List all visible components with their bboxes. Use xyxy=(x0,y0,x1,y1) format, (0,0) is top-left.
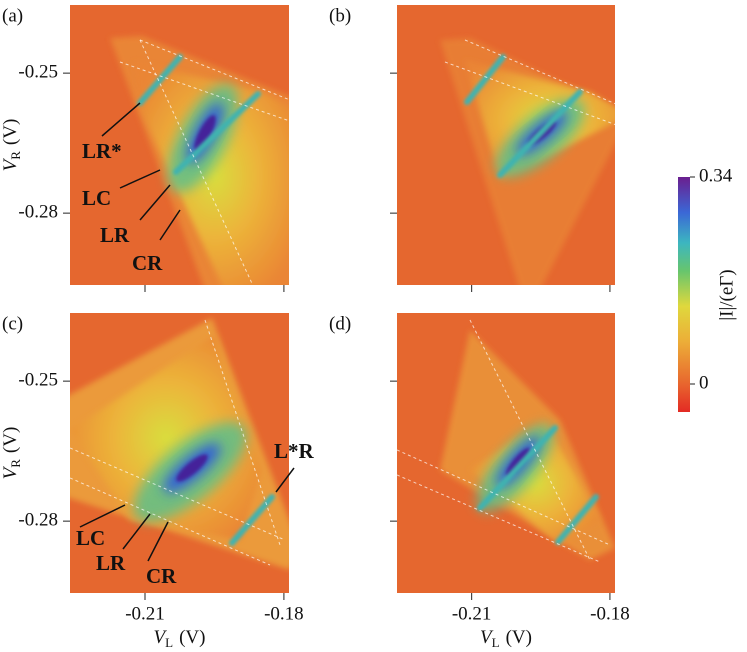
axis-unit: (V) xyxy=(506,627,532,648)
heatmap xyxy=(397,5,615,285)
axis-unit: (V) xyxy=(0,119,21,145)
annotation-leader xyxy=(139,184,171,221)
heatmap xyxy=(397,313,615,593)
x-tick-label: -0.21 xyxy=(452,603,492,624)
x-tick-label: -0.18 xyxy=(590,603,630,624)
y-axis-label: VR (V) xyxy=(0,119,23,172)
colorbar xyxy=(678,177,690,412)
axis-sub: L xyxy=(165,635,173,650)
axis-sub: L xyxy=(492,635,500,650)
x-tick-label: -0.18 xyxy=(264,603,304,624)
y-axis-label: VR (V) xyxy=(0,427,23,480)
colorbar-tick-label: 0.34 xyxy=(699,165,733,186)
annotation-leader xyxy=(275,467,295,493)
annotation: L*R xyxy=(274,439,315,463)
y-tick-label: -0.25 xyxy=(18,61,58,82)
annotation: LC xyxy=(82,186,111,210)
annotation-leader xyxy=(101,102,141,137)
panel-label: (c) xyxy=(2,313,23,334)
y-tick-label: -0.25 xyxy=(18,369,58,390)
axis-unit: (V) xyxy=(0,427,21,453)
x-tick-label: -0.21 xyxy=(125,603,165,624)
annotation: LC xyxy=(76,526,105,550)
axis-unit: (V) xyxy=(179,627,205,648)
x-axis-label: VL (V) xyxy=(154,627,206,650)
heatmap xyxy=(70,313,289,593)
colorbar-tick-label: 0 xyxy=(699,372,709,393)
axis-symbol: V xyxy=(0,157,21,171)
axis-sub: R xyxy=(8,459,23,468)
annotation: CR xyxy=(132,251,163,275)
panel-label: (a) xyxy=(2,5,23,26)
axis-sub: R xyxy=(8,151,23,160)
y-tick-label: -0.28 xyxy=(18,509,58,530)
panel-label: (d) xyxy=(329,313,351,334)
annotation: CR xyxy=(146,564,177,588)
annotation-leader xyxy=(119,169,161,189)
y-tick-label: -0.28 xyxy=(18,201,58,222)
annotation: LR* xyxy=(82,139,122,163)
annotation: LR xyxy=(96,551,126,575)
panel-label: (b) xyxy=(329,5,351,26)
axis-symbol: V xyxy=(480,627,494,648)
axis-symbol: V xyxy=(154,627,168,648)
annotation-leader xyxy=(147,521,169,562)
colorbar-label: |I|/(eΓ) xyxy=(716,269,737,320)
annotation-leader xyxy=(79,504,126,528)
annotation-leader xyxy=(159,209,181,241)
axis-symbol: V xyxy=(0,465,21,479)
x-axis-label: VL (V) xyxy=(480,627,532,650)
annotation-leader xyxy=(122,513,151,550)
annotation: LR xyxy=(100,223,130,247)
heatmap xyxy=(70,5,289,285)
